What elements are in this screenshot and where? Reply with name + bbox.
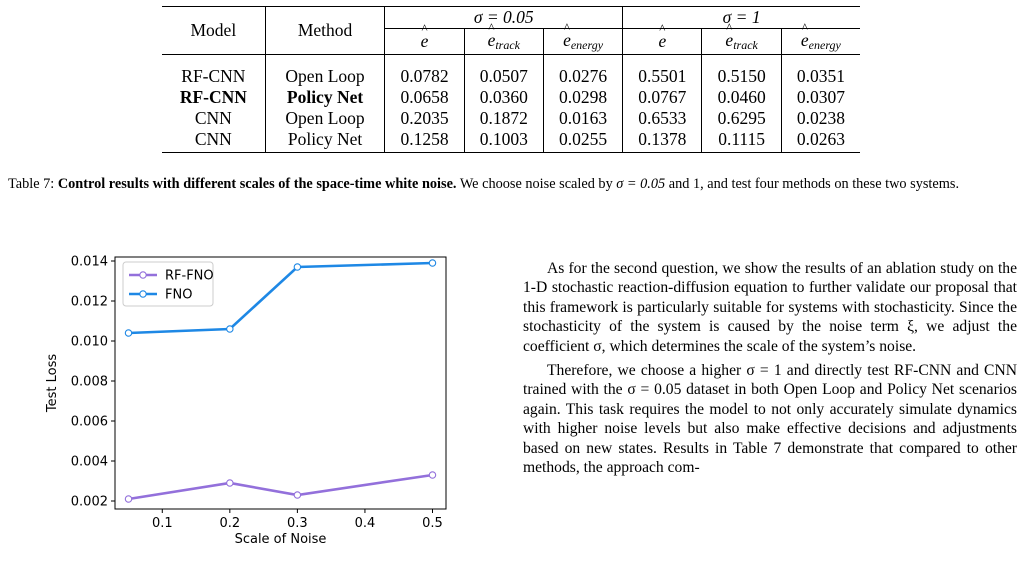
sub-header-subscript: track: [495, 38, 520, 52]
x-axis-label: Scale of Noise: [235, 532, 327, 547]
table-row: CNN Open Loop 0.2035 0.1872 0.0163 0.6533 0.62…: [162, 108, 860, 129]
cell-value: 0.0460: [701, 87, 782, 108]
y-axis-label: Test Loss: [45, 354, 60, 413]
caption-sigma: σ = 0.05: [616, 176, 666, 192]
cell-value: 0.1258: [384, 129, 465, 153]
cell-value: 0.0263: [780, 129, 860, 153]
sub-header-5: eenergy: [780, 20, 860, 55]
caption-label: Table 7:: [8, 176, 55, 192]
table-row: RF-CNN Policy Net 0.0658 0.0360 0.0298 0.0767…: [162, 87, 860, 108]
sub-header-1: etrack: [463, 20, 544, 55]
table-row: CNN Policy Net 0.1258 0.1003 0.0255 0.1378 0.1…: [162, 129, 860, 153]
sub-header-symbol: e: [725, 20, 733, 51]
sub-header-0: e: [384, 21, 465, 55]
sub-header-3: e: [622, 21, 702, 55]
sub-header-subscript: track: [733, 38, 758, 52]
table-caption: Table 7: Control results with different …: [8, 175, 1016, 193]
y-tick-label: 0.014: [71, 255, 108, 270]
cell-value: 0.0351: [780, 54, 860, 87]
sub-header-4: etrack: [701, 20, 782, 55]
series-line-fno: [128, 261, 433, 335]
cell-value: 0.2035: [384, 108, 465, 129]
cell-method: Policy Net: [264, 129, 385, 153]
cell-value: 0.1378: [622, 129, 702, 153]
series-line-rf-fno: [128, 473, 433, 501]
cell-value: 0.0163: [542, 108, 623, 129]
table-header-row: Model Method σ = 0.05 σ = 1: [162, 6, 860, 55]
data-point: [428, 471, 437, 479]
x-tick-label: 0.2: [219, 516, 240, 531]
cell-value: 0.0782: [384, 54, 465, 87]
cell-value: 0.0238: [780, 108, 860, 129]
col-header-model: Model: [162, 6, 266, 55]
cell-method: Open Loop: [264, 108, 385, 129]
cell-value: 0.0255: [542, 129, 623, 153]
y-tick-label: 0.006: [71, 415, 108, 430]
cell-value: 0.0298: [542, 87, 623, 108]
legend-marker: [139, 271, 147, 279]
data-point: [124, 495, 133, 503]
table-row: RF-CNN Open Loop 0.0782 0.0507 0.0276 0.5501 0…: [162, 54, 860, 87]
data-point: [428, 259, 437, 267]
sub-header-symbol: e: [421, 21, 429, 52]
sub-header-2: eenergy: [542, 20, 623, 55]
data-point: [124, 329, 133, 337]
cell-value: 0.0767: [622, 87, 702, 108]
sub-header-subscript: energy: [808, 38, 841, 52]
cell-model: RF-CNN: [179, 87, 247, 107]
cell-value: 0.5150: [701, 54, 782, 87]
cell-value: 0.6533: [622, 108, 702, 129]
paragraph-1: As for the second question, we show the …: [523, 260, 1017, 355]
cell-method: Open Loop: [264, 54, 385, 87]
y-tick-label: 0.010: [71, 335, 108, 350]
results-table: Model Method σ = 0.05 σ = 1 eetrackeener…: [162, 6, 860, 153]
data-point: [226, 479, 234, 487]
y-tick-label: 0.008: [71, 375, 108, 390]
col-header-method: Method: [264, 6, 385, 55]
y-tick-label: 0.004: [71, 455, 108, 470]
cell-value: 0.0276: [542, 54, 623, 87]
body-text: As for the second question, we show the …: [523, 259, 1017, 477]
cell-value: 0.5501: [622, 54, 702, 87]
cell-value: 0.0307: [780, 87, 860, 108]
data-point: [293, 263, 302, 271]
sub-header-symbol: e: [801, 20, 809, 51]
data-point: [226, 325, 234, 333]
paragraph-2: Therefore, we choose a higher σ = 1 and …: [523, 362, 1017, 477]
legend-label: RF-FNO: [165, 269, 214, 284]
y-tick-label: 0.002: [71, 495, 108, 510]
caption-text-pre: We choose noise scaled by: [456, 176, 617, 192]
sub-header-symbol: e: [563, 20, 571, 51]
x-tick-label: 0.4: [355, 516, 376, 531]
cell-value: 0.0658: [384, 87, 465, 108]
test-loss-chart: 0.1 0.2 0.3 0.4 0.5 0.002 0.004 0.006 0.008 0.010…: [45, 255, 447, 547]
cell-model: CNN: [194, 108, 232, 128]
x-tick-label: 0.3: [287, 516, 308, 531]
cell-value: 0.6295: [701, 108, 782, 129]
cell-model: RF-CNN: [181, 66, 246, 86]
caption-text-post: and 1, and test four methods on these tw…: [665, 176, 960, 192]
caption-title: Control results with different scales of…: [57, 176, 457, 192]
sub-header-symbol: e: [658, 21, 666, 52]
cell-value: 0.0507: [463, 54, 544, 87]
sub-header-symbol: e: [488, 20, 496, 51]
sub-header-subscript: energy: [570, 38, 604, 52]
x-tick-label: 0.1: [152, 516, 173, 531]
cell-method: Policy Net: [264, 87, 385, 108]
cell-value: 0.1115: [701, 129, 782, 153]
cell-value: 0.0360: [463, 87, 544, 108]
plot-frame: [114, 256, 447, 510]
x-tick-label: 0.5: [422, 516, 443, 531]
data-point: [293, 491, 302, 499]
table-subheader-row: eetrackeenergyeetrackeenergy: [162, 20, 860, 55]
cell-value: 0.1872: [463, 108, 544, 129]
cell-model: CNN: [162, 129, 266, 153]
cell-value: 0.1003: [463, 129, 544, 153]
y-tick-label: 0.012: [71, 295, 108, 310]
legend-label: FNO: [165, 288, 192, 303]
legend-marker: [139, 290, 147, 298]
